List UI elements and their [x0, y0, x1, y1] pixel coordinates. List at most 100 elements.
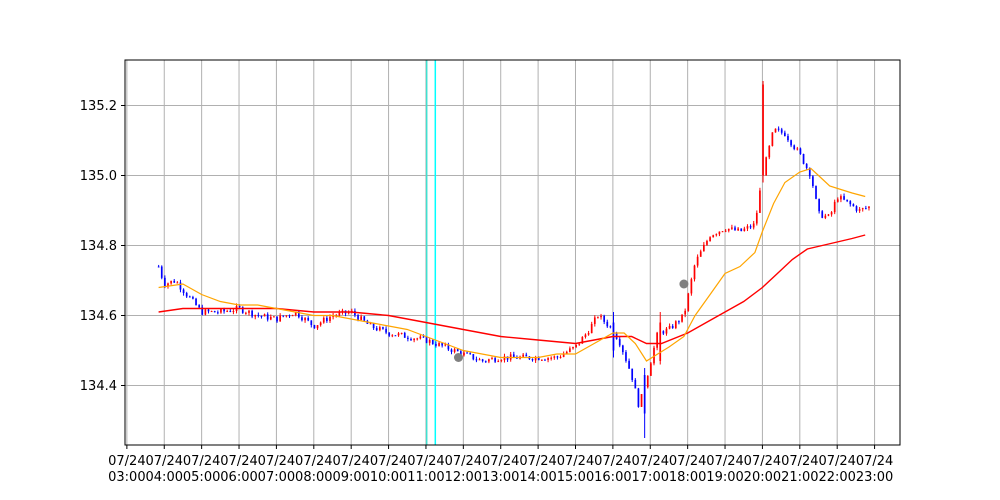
candle-body [587, 333, 590, 335]
candle [790, 139, 792, 148]
candle [453, 347, 456, 354]
candle-body [593, 317, 596, 324]
candle-body [160, 266, 163, 278]
candle-body [447, 344, 450, 350]
candle [307, 316, 310, 322]
candle-body [319, 322, 322, 326]
candle-body [621, 345, 624, 353]
candle-body [164, 277, 166, 287]
candle-body [855, 206, 858, 211]
candle-body [232, 310, 235, 312]
candle [833, 199, 836, 215]
candle-body [484, 361, 487, 363]
vertical-markers [425, 60, 437, 445]
candle [587, 330, 590, 336]
candle [540, 359, 543, 362]
grid-lines [125, 60, 900, 445]
candle [746, 224, 749, 232]
x-tick-label: 07/24 05:00 [183, 454, 220, 485]
candle-body [768, 145, 771, 158]
candle [313, 324, 316, 329]
candle [372, 322, 375, 330]
candle [407, 335, 409, 342]
candle-body [288, 315, 291, 317]
candle-body [625, 352, 627, 361]
candle-body [463, 352, 465, 356]
candle [397, 332, 400, 337]
candle-body [291, 315, 294, 317]
candle-body [777, 128, 780, 130]
candle-body [827, 214, 830, 216]
candle-body [631, 368, 634, 380]
candle-body [559, 356, 562, 358]
candle [488, 358, 490, 364]
candle-body [307, 317, 310, 321]
candle-body [453, 349, 456, 352]
candle [640, 393, 643, 407]
candle [544, 358, 546, 361]
candle [375, 326, 378, 332]
candle-body [394, 335, 397, 337]
candle-body [584, 334, 587, 338]
candle-body [702, 244, 705, 252]
candle-body [812, 176, 814, 187]
candle [160, 265, 163, 280]
candle-body [793, 145, 796, 150]
x-tick-label: 07/24 07:00 [258, 454, 295, 485]
candle-body [830, 212, 833, 215]
candle-body [640, 394, 643, 407]
candle [216, 310, 219, 315]
candle-body [780, 129, 783, 133]
candle-body [407, 337, 409, 339]
candle [693, 264, 696, 282]
candle [173, 278, 176, 284]
candle [606, 319, 609, 328]
y-tick-label: 134.4 [80, 379, 117, 394]
candle [416, 337, 419, 341]
candle-body [802, 154, 805, 164]
candle-body [646, 375, 649, 388]
candle-body [696, 256, 699, 266]
x-tick-label: 07/24 18:00 [669, 454, 706, 485]
candle [768, 145, 771, 160]
candle-body [731, 227, 733, 229]
candle [674, 320, 677, 330]
candle-body [668, 325, 671, 329]
candle-body [737, 228, 739, 231]
x-tick-label: 07/24 04:00 [146, 454, 183, 485]
candle [777, 126, 780, 132]
candle-body [796, 148, 799, 150]
x-tick-label: 07/24 19:00 [706, 454, 743, 485]
x-tick-label: 07/24 03:00 [108, 454, 145, 485]
candle-body [263, 314, 266, 317]
candle [634, 378, 637, 389]
candle [625, 350, 627, 363]
candle [609, 325, 612, 329]
y-tick-label: 134.6 [80, 309, 117, 324]
candle-body [372, 323, 375, 329]
x-tick-label: 07/24 17:00 [632, 454, 669, 485]
candle [497, 359, 500, 363]
candle [687, 292, 690, 312]
candle-body [329, 316, 331, 322]
candle-body [157, 266, 160, 268]
point-marker [679, 279, 689, 289]
candle-body [606, 321, 609, 327]
candle-body [687, 293, 690, 311]
candle-body [553, 356, 556, 358]
candle-body [650, 363, 652, 376]
x-tick-label: 07/24 14:00 [519, 454, 556, 485]
candle-body [662, 331, 665, 334]
slow-moving-average-line [158, 234, 866, 345]
candle [812, 175, 814, 188]
candle [360, 314, 363, 321]
x-tick-label: 07/24 11:00 [407, 454, 444, 485]
candle [852, 203, 855, 207]
candle-body [603, 315, 606, 322]
candle [774, 128, 777, 133]
candle-body [846, 199, 849, 202]
candle [855, 205, 858, 213]
x-tick-label: 07/24 23:00 [856, 454, 893, 485]
candle-body [478, 359, 481, 361]
candle [301, 315, 303, 322]
